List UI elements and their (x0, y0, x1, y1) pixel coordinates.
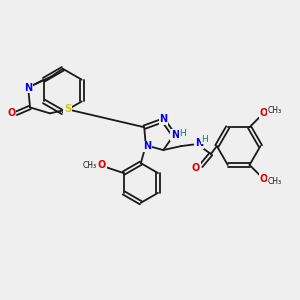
Text: N: N (143, 141, 151, 151)
Text: O: O (192, 163, 200, 173)
Text: S: S (64, 104, 71, 114)
Text: H: H (202, 135, 208, 144)
Text: CH₃: CH₃ (83, 160, 97, 169)
Text: CH₃: CH₃ (267, 177, 281, 186)
Text: N: N (171, 130, 179, 140)
Text: methoxy: methoxy (88, 163, 94, 164)
Text: N: N (159, 114, 167, 124)
Text: H: H (179, 129, 186, 138)
Text: O: O (259, 174, 268, 184)
Text: O: O (7, 108, 15, 118)
Text: N: N (24, 82, 32, 93)
Text: O: O (98, 160, 106, 170)
Text: CH₃: CH₃ (267, 106, 281, 115)
Text: N: N (195, 138, 203, 148)
Text: O: O (259, 108, 268, 118)
